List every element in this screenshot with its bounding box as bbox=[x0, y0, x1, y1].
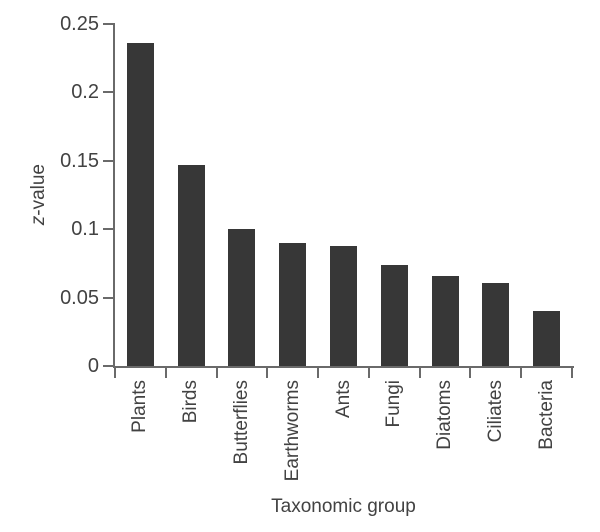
x-tick bbox=[114, 368, 116, 378]
bar-plants bbox=[126, 43, 154, 366]
y-tick bbox=[103, 23, 115, 25]
bar-ciliates bbox=[482, 282, 510, 366]
x-tick bbox=[571, 368, 573, 378]
x-tick bbox=[266, 368, 269, 378]
x-category-label: Ciliates bbox=[484, 380, 506, 443]
y-tick-label: 0.05 bbox=[60, 286, 99, 309]
x-tick bbox=[469, 368, 472, 378]
x-category-label: Birds bbox=[180, 380, 202, 424]
x-tick bbox=[215, 368, 218, 378]
x-tick bbox=[317, 368, 320, 378]
x-category-label: Butterflies bbox=[230, 380, 252, 465]
y-tick bbox=[103, 296, 115, 299]
x-category-label: Bacteria bbox=[535, 380, 557, 450]
bar-butterflies bbox=[228, 229, 256, 366]
y-tick bbox=[103, 228, 115, 231]
y-tick bbox=[103, 159, 115, 162]
y-axis-line bbox=[113, 23, 115, 368]
bar-fungi bbox=[380, 264, 408, 366]
bar-earthworms bbox=[279, 242, 307, 366]
x-category-label: Diatoms bbox=[434, 380, 456, 450]
y-tick bbox=[103, 91, 115, 94]
y-axis-title: z-value bbox=[26, 24, 52, 366]
y-tick bbox=[103, 365, 115, 367]
y-tick-label: 0.25 bbox=[60, 13, 99, 35]
x-category-label: Fungi bbox=[383, 380, 405, 428]
x-category-label: Earthworms bbox=[281, 380, 303, 482]
x-axis-line bbox=[113, 366, 574, 368]
y-tick-label: 0.2 bbox=[71, 81, 99, 104]
y-tick-label: 0 bbox=[87, 355, 99, 377]
bar-bacteria bbox=[533, 311, 561, 366]
x-category-label: Ants bbox=[332, 380, 354, 419]
x-tick bbox=[418, 368, 421, 378]
x-category-label: Plants bbox=[129, 380, 151, 433]
x-axis-title: Taxonomic group bbox=[271, 496, 416, 517]
x-tick bbox=[520, 368, 523, 378]
x-tick bbox=[164, 368, 167, 378]
bar-birds bbox=[177, 164, 205, 366]
y-tick-label: 0.15 bbox=[60, 149, 99, 172]
x-tick bbox=[367, 368, 370, 378]
bar-diatoms bbox=[431, 275, 459, 366]
y-tick-label: 0.1 bbox=[71, 218, 99, 241]
bar-ants bbox=[330, 245, 357, 366]
